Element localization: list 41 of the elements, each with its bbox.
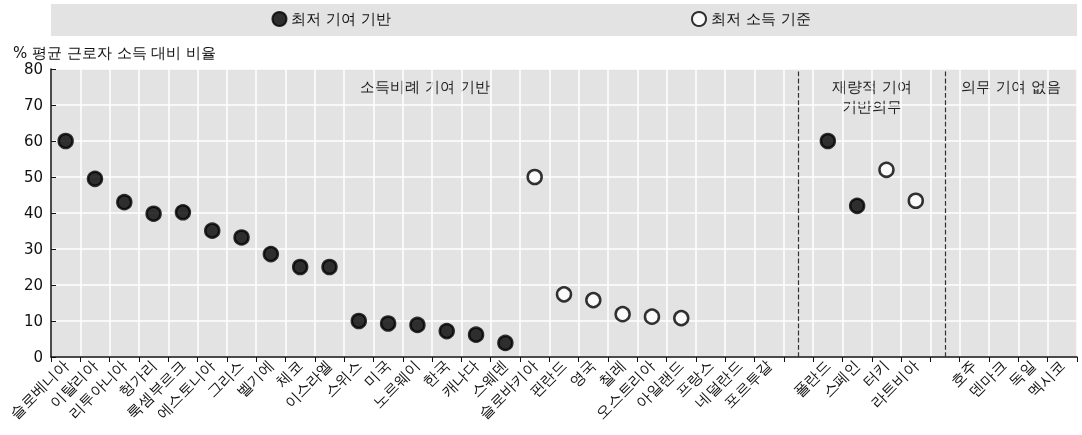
point [379, 315, 397, 332]
point [145, 205, 162, 222]
point [643, 308, 661, 325]
point [848, 197, 866, 215]
point [614, 305, 631, 323]
point [262, 245, 280, 263]
y-tick-label: 70 [23, 96, 43, 114]
point [467, 326, 485, 343]
point [526, 168, 543, 186]
point [673, 309, 690, 327]
point [438, 322, 455, 340]
point [907, 192, 925, 210]
y-tick-label: 0 [33, 348, 43, 366]
point [878, 161, 895, 179]
legend-label: 최저 기여 기반 [291, 10, 392, 28]
point [497, 334, 514, 352]
point [409, 316, 426, 334]
point [57, 132, 74, 150]
y-axis-title: % 평균 근로자 소득 대비 비율 [13, 43, 217, 62]
point [555, 286, 573, 303]
annotation: 소득비례 기여 기반 [359, 78, 490, 96]
annotation: 의무 기여 없음 [961, 78, 1061, 96]
y-tick-label: 10 [23, 312, 43, 330]
y-tick-label: 20 [23, 276, 43, 294]
point [350, 312, 368, 330]
y-tick-label: 30 [23, 240, 43, 258]
point [174, 204, 192, 221]
y-tick-label: 50 [23, 168, 43, 186]
y-tick-label: 60 [23, 132, 43, 150]
point [203, 222, 221, 239]
point [291, 258, 309, 276]
annotation: 재량적 기여 기반의무 [831, 78, 912, 116]
legend-label: 최저 소득 기준 [711, 10, 811, 28]
point [116, 193, 133, 211]
point [86, 170, 104, 188]
point [233, 229, 250, 246]
point [585, 291, 602, 309]
point [819, 132, 837, 150]
y-tick-label: 40 [23, 204, 43, 222]
y-tick-label: 80 [23, 60, 43, 78]
point [321, 258, 338, 276]
